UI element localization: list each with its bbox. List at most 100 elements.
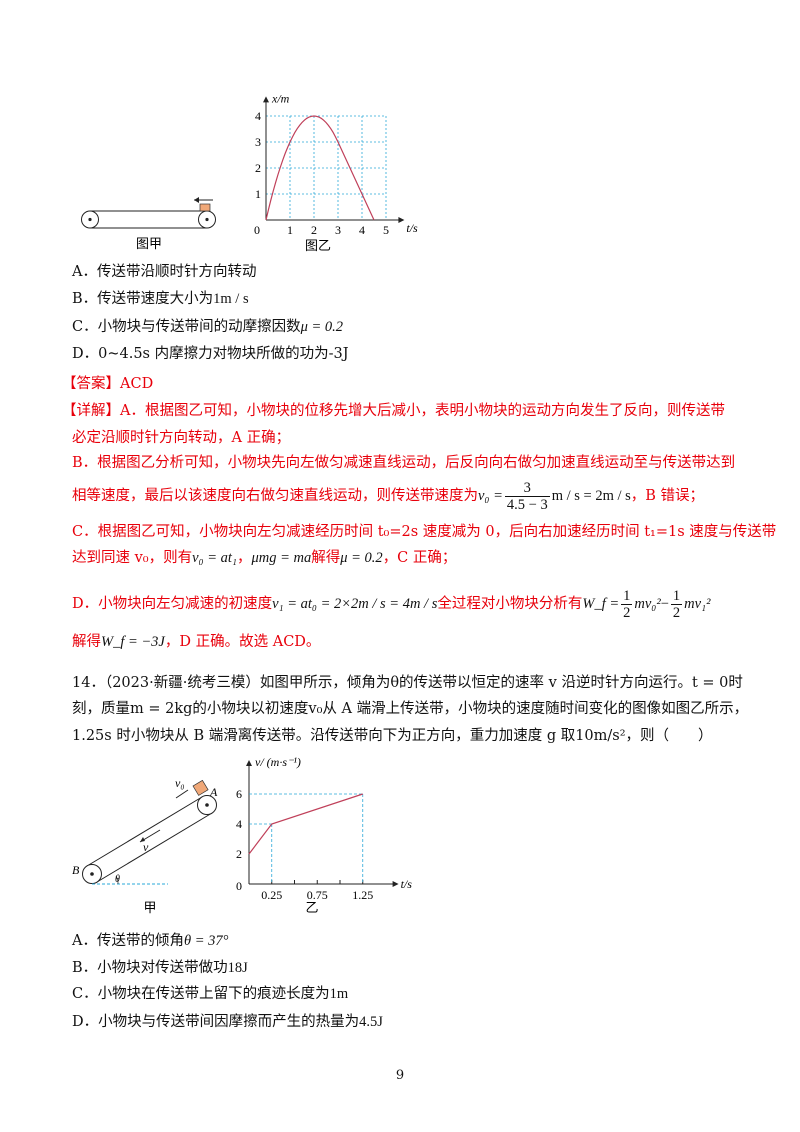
y-tick-label: 4: [236, 817, 242, 831]
q14-line2: 刻，质量m = 2kg的小物块以初速度v₀从 A 端滑上传送带，小物块的速度随时…: [72, 701, 749, 717]
detail-a-line1: 【详解】A．根据图乙可知，小物块的位移先增大后减小，表明小物块的运动方向发生了反…: [62, 403, 725, 419]
answer-label: 【答案】ACD: [62, 376, 154, 392]
option-text: C．小物块与传送带间的动摩擦因数: [72, 319, 301, 335]
x-tick-label: 5: [383, 223, 389, 237]
formula: μ = 0.2: [340, 550, 383, 566]
formula: W_f = −3J: [101, 634, 165, 650]
x-t-chart: 1 2 3 4 5 1 2 3 4 0 x/m t/s: [254, 91, 418, 237]
x-tick-label: 0.75: [307, 888, 328, 902]
x-axis-label: t/s: [406, 221, 418, 235]
y-tick-label: 3: [255, 135, 261, 149]
label-theta: θ: [115, 874, 120, 885]
label-b: B: [72, 863, 80, 877]
option-text: A．传送带的倾角: [72, 933, 184, 949]
formula: mv₁²: [684, 596, 711, 612]
numerator: 1: [670, 587, 683, 605]
q14-option-d: D．小物块与传送带间因摩擦而产生的热量为4.5J: [72, 1012, 383, 1032]
option-math: 18J: [227, 960, 248, 976]
option-math: θ = 37°: [183, 933, 229, 949]
detail-d-line1: D．小物块向左匀减速的初速度v₁ = at₀ = 2×2m / s = 4m /…: [72, 584, 710, 624]
denominator: 4.5 − 3: [506, 496, 548, 513]
figure-caption: 图乙: [305, 238, 331, 253]
q14-line1: 14．（2023·新疆·统考三模）如图甲所示，倾角为θ的传送带以恒定的速率 v …: [72, 675, 743, 691]
q14-line3: 1.25s 时小物块从 B 端滑离传送带。沿传送带向下为正方向，重力加速度 g …: [72, 728, 713, 744]
detail-d-line2: 解得W_f = −3J，D 正确。故选 ACD。: [72, 632, 320, 652]
text: ，B 错误；: [630, 488, 705, 504]
text: 解得: [72, 634, 101, 650]
q14-option-c: C．小物块在传送带上留下的痕迹长度为1m: [72, 984, 348, 1004]
y-axis-label: x/m: [271, 91, 290, 105]
option-d: D．0~4.5s 内摩擦力对物块所做的功为-3J: [72, 346, 349, 362]
data-line: [265, 115, 375, 221]
detail-a-line2: 必定沿顺时针方向转动，A 正确；: [72, 430, 291, 446]
text: 全过程对小物块分析有: [437, 596, 583, 612]
option-text: B．传送带速度大小为: [72, 291, 214, 307]
x-axis-arrow-icon: [398, 217, 405, 223]
page-number: 9: [395, 1068, 405, 1083]
formula: mv₀²: [634, 596, 661, 612]
figure-caption: 乙: [305, 900, 318, 915]
inclined-belt-diagram: v₀ A B v θ 甲 0.25 0.75 1.25 2 4 6 0 v/ (m·s⁻¹) t…: [72, 755, 412, 915]
y-tick-label: 6: [236, 787, 242, 801]
text: 达到同速 v₀，则有: [72, 550, 193, 566]
y-axis-arrow-icon: [246, 760, 252, 766]
label-v0: v₀: [175, 776, 185, 790]
text: 相等速度，最后以该速度向右做匀速直线运动，则传送带速度为: [72, 488, 478, 504]
y-axis-label: v/ (m·s⁻¹): [255, 755, 301, 769]
option-text: B．小物块对传送带做功: [72, 960, 228, 976]
x-axis-arrow-icon: [392, 881, 399, 887]
option-text: C．小物块在传送带上留下的痕迹长度为: [72, 986, 330, 1002]
label-v: v: [143, 840, 149, 854]
formula: m / s = 2m / s: [551, 488, 631, 504]
figure-2: v₀ A B v θ 甲 0.25 0.75 1.25 2 4 6 0 v/ (m·s⁻¹) t…: [72, 755, 412, 915]
formula: v₀ = at₁: [192, 550, 237, 566]
y-axis-arrow-icon: [263, 96, 269, 103]
formula: v₁ = at₀ = 2×2m / s = 4m / s: [272, 596, 438, 612]
text: ，C 正确；: [382, 550, 457, 566]
arrow-v0-icon: [175, 789, 189, 799]
text: ，D 正确。故选 ACD。: [164, 634, 321, 650]
formula: W_f =: [582, 596, 620, 612]
block: [199, 203, 211, 212]
option-a: A．传送带沿顺时针方向转动: [72, 264, 257, 280]
x-tick-label: 1.25: [352, 888, 373, 902]
detail-c-line1: C．根据图乙可知，小物块向左匀减速经历时间 t₀=2s 速度减为 0，后向右加速…: [72, 524, 777, 540]
detail-b-line1: B．根据图乙分析可知，小物块先向左做匀减速直线运动，后反向向右做匀加速直线运动至…: [72, 455, 736, 471]
v-t-chart: 0.25 0.75 1.25 2 4 6 0 v/ (m·s⁻¹) t/s: [236, 755, 412, 902]
formula: μmg = ma: [251, 550, 312, 566]
q14-option-b: B．小物块对传送带做功18J: [72, 958, 248, 978]
block: [192, 779, 209, 796]
formula: v₀ =: [478, 488, 503, 504]
figure-caption: 图甲: [136, 236, 162, 251]
option-math: 4.5J: [359, 1014, 383, 1030]
option-c: C．小物块与传送带间的动摩擦因数μ = 0.2: [72, 317, 343, 337]
x-tick-label: 0.25: [261, 888, 282, 902]
text: D．小物块向左匀减速的初速度: [72, 596, 273, 612]
y-tick-label: 4: [255, 109, 261, 123]
numerator: 1: [621, 587, 633, 605]
option-b: B．传送带速度大小为1m / s: [72, 289, 249, 309]
option-math: 1m / s: [213, 291, 249, 307]
denominator: 2: [672, 604, 681, 621]
x-axis-label: t/s: [401, 877, 413, 891]
y-tick-label: 1: [255, 187, 261, 201]
denominator: 2: [623, 604, 631, 621]
text: 解得: [311, 550, 341, 566]
origin-label: 0: [254, 223, 260, 237]
formula: −: [660, 596, 669, 612]
y-tick-label: 2: [236, 847, 242, 861]
y-tick-label: 2: [255, 161, 261, 175]
figure-caption: 甲: [143, 900, 156, 915]
option-math: 1m: [329, 986, 349, 1002]
option-text: D．小物块与传送带间因摩擦而产生的热量为: [72, 1014, 360, 1030]
x-tick-label: 1: [287, 223, 293, 237]
q14-option-a: A．传送带的倾角θ = 37°: [72, 931, 228, 951]
detail-b-line2: 相等速度，最后以该速度向右做匀速直线运动，则传送带速度为v₀ = 3 4.5 − 3…: [72, 476, 704, 516]
detail-c-line2: 达到同速 v₀，则有v₀ = at₁，μmg = ma解得μ = 0.2，C 正…: [72, 548, 456, 568]
origin-label: 0: [236, 879, 242, 893]
x-tick-label: 3: [335, 223, 341, 237]
text: ，: [236, 550, 252, 566]
conveyor-belt-diagram: 图甲: [81, 197, 216, 251]
figure-1: 图甲 1 2 3 4 5 1 2 3 4 0 x/m t/s 图乙: [81, 91, 418, 253]
label-a: A: [209, 785, 218, 799]
